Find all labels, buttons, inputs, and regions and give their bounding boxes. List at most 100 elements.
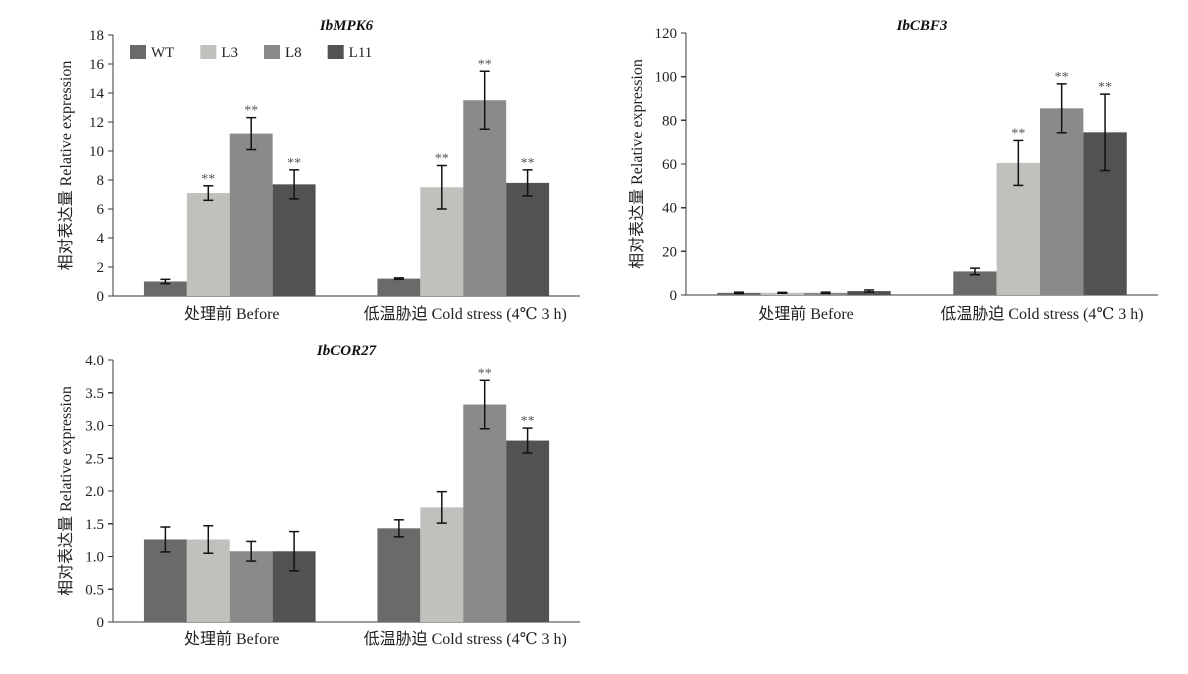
bar [463, 100, 507, 296]
y-tick-label: 0 [97, 289, 105, 305]
category-label: 低温胁迫 Cold stress (4℃ 3 h) [364, 305, 567, 323]
bar [377, 528, 421, 622]
y-tick-label: 3.5 [85, 386, 104, 402]
error-bar [246, 116, 257, 151]
category-label: 低温胁迫 Cold stress (4℃ 3 h) [364, 630, 567, 648]
y-tick-label: 0 [670, 288, 678, 304]
bar [420, 507, 464, 623]
chart-title: IbCBF3 [896, 18, 948, 34]
y-tick-label: 40 [662, 201, 677, 217]
error-bar [1013, 139, 1024, 187]
error-bar [522, 169, 533, 197]
bar [506, 440, 550, 622]
bar [229, 551, 273, 622]
error-bar [393, 277, 404, 281]
bar [1040, 108, 1084, 295]
bar [229, 133, 273, 296]
legend-swatch [200, 45, 217, 59]
error-bar [1056, 83, 1067, 134]
error-bar [160, 526, 171, 553]
significance-label: ** [244, 104, 258, 119]
significance-label: ** [521, 414, 535, 429]
error-bar [864, 289, 875, 293]
error-bar [289, 169, 300, 200]
legend-label: WT [151, 45, 174, 61]
bar [186, 193, 230, 296]
chart-title: IbCOR27 [316, 343, 377, 359]
bar [463, 404, 507, 622]
y-tick-label: 4 [97, 231, 105, 247]
y-tick-label: 0.5 [85, 582, 104, 598]
error-bar [777, 291, 788, 295]
error-bar [820, 291, 831, 295]
legend-label: L8 [285, 45, 302, 61]
significance-label: ** [201, 172, 215, 187]
legend-swatch [130, 45, 146, 59]
legend-swatch [264, 45, 280, 59]
error-bar [160, 278, 171, 285]
significance-label: ** [1011, 126, 1025, 141]
y-tick-label: 10 [89, 144, 104, 160]
y-axis-label: 相对表达量 Relative expression [57, 61, 75, 271]
y-tick-label: 16 [89, 57, 105, 73]
significance-label: ** [521, 156, 535, 171]
significance-label: ** [287, 156, 301, 171]
y-tick-label: 60 [662, 157, 677, 173]
y-tick-label: 4.0 [85, 353, 104, 369]
y-tick-label: 20 [662, 244, 677, 260]
bar [143, 281, 187, 296]
y-tick-label: 12 [89, 115, 104, 131]
y-tick-label: 3.0 [85, 419, 104, 435]
chart-panel-ibmpk6: IbMPK6 相对表达量 Relative expression 0 2 4 6 8 10 12… [57, 18, 580, 323]
error-bar [246, 540, 257, 562]
y-tick-label: 1.5 [85, 517, 104, 533]
bar [847, 291, 891, 295]
error-bar [436, 164, 447, 210]
bar [377, 278, 421, 296]
bar [143, 539, 187, 622]
error-bar [289, 530, 300, 572]
error-bar [733, 291, 744, 295]
chart-title: IbMPK6 [319, 18, 374, 34]
y-tick-label: 100 [655, 70, 678, 86]
legend: WT L3 L8 L11 [130, 45, 372, 61]
error-bar [479, 379, 490, 430]
error-bar [522, 427, 533, 454]
y-tick-label: 2.5 [85, 451, 104, 467]
category-label: 处理前 Before [184, 630, 280, 648]
error-bar [1100, 93, 1111, 172]
y-axis-label: 相对表达量 Relative expression [628, 59, 646, 269]
bar [953, 271, 997, 295]
significance-label: ** [435, 152, 449, 167]
legend-label: L3 [221, 45, 238, 61]
legend-swatch [327, 45, 344, 59]
legend-label: L11 [349, 45, 373, 61]
y-tick-label: 0 [97, 615, 105, 631]
significance-label: ** [478, 366, 492, 381]
y-tick-label: 6 [97, 202, 105, 218]
error-bar [203, 185, 214, 202]
error-bar [393, 519, 404, 538]
y-tick-label: 1.0 [85, 550, 104, 566]
significance-label: ** [1055, 70, 1069, 85]
y-tick-label: 18 [89, 28, 104, 44]
significance-label: ** [1098, 80, 1112, 95]
y-tick-label: 2 [97, 260, 105, 276]
bar [272, 184, 316, 296]
category-label: 低温胁迫 Cold stress (4℃ 3 h) [940, 305, 1143, 323]
y-tick-label: 120 [655, 26, 678, 42]
error-bar [969, 267, 980, 276]
category-label: 处理前 Before [758, 305, 854, 323]
significance-label: ** [478, 57, 492, 72]
y-tick-label: 2.0 [85, 484, 104, 500]
error-bar [479, 70, 490, 130]
bar [506, 182, 550, 296]
y-axis-label: 相对表达量 Relative expression [57, 386, 75, 596]
y-tick-label: 8 [97, 173, 105, 189]
chart-panel-ibcbf3: IbCBF3 相对表达量 Relative expression 0 20 40 60 80… [628, 18, 1158, 323]
y-tick-label: 80 [662, 113, 677, 129]
category-label: 处理前 Before [184, 305, 280, 323]
error-bar [436, 490, 447, 524]
error-bar [203, 524, 214, 554]
